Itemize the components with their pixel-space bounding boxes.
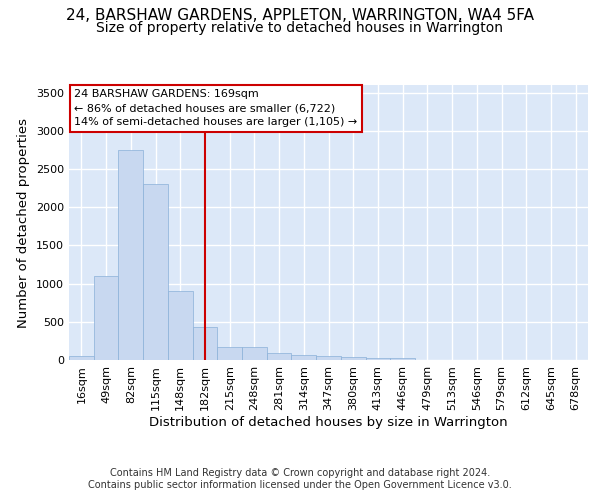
Bar xyxy=(365,358,390,360)
Bar xyxy=(267,353,292,360)
Bar xyxy=(143,184,168,360)
Text: Size of property relative to detached houses in Warrington: Size of property relative to detached ho… xyxy=(97,21,503,35)
Text: 24 BARSHAW GARDENS: 169sqm
← 86% of detached houses are smaller (6,722)
14% of s: 24 BARSHAW GARDENS: 169sqm ← 86% of deta… xyxy=(74,89,358,127)
Text: 24, BARSHAW GARDENS, APPLETON, WARRINGTON, WA4 5FA: 24, BARSHAW GARDENS, APPLETON, WARRINGTO… xyxy=(66,8,534,22)
Y-axis label: Number of detached properties: Number of detached properties xyxy=(17,118,31,328)
Bar xyxy=(217,347,242,360)
Text: Contains HM Land Registry data © Crown copyright and database right 2024.
Contai: Contains HM Land Registry data © Crown c… xyxy=(88,468,512,490)
Text: Distribution of detached houses by size in Warrington: Distribution of detached houses by size … xyxy=(149,416,508,429)
Bar xyxy=(193,327,217,360)
Bar xyxy=(390,358,415,360)
Bar xyxy=(316,356,341,360)
Bar xyxy=(242,347,267,360)
Bar xyxy=(168,291,193,360)
Bar xyxy=(118,150,143,360)
Bar xyxy=(341,358,365,360)
Bar xyxy=(69,356,94,360)
Bar xyxy=(292,355,316,360)
Bar xyxy=(94,276,118,360)
